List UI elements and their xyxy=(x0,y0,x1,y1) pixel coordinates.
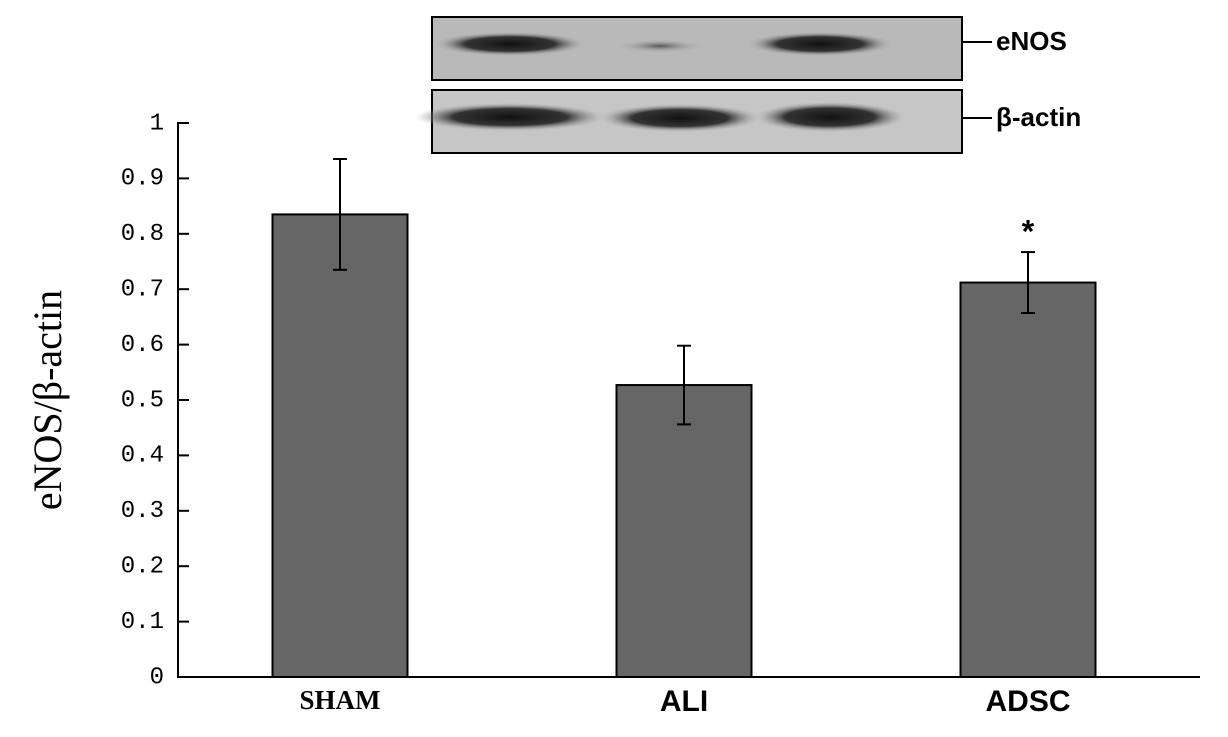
blot-band xyxy=(415,103,605,131)
blot-band xyxy=(435,32,585,56)
bar xyxy=(959,281,1097,678)
x-tick-label: ALI xyxy=(660,685,708,718)
y-tick-label: 0.4 xyxy=(121,443,164,470)
y-tick-label: 0.6 xyxy=(121,332,164,359)
y-tick-label: 0.3 xyxy=(121,498,164,525)
y-axis-label: eNOS/β-actin xyxy=(25,290,70,510)
x-tick-label: ADSC xyxy=(985,685,1070,718)
blot-band xyxy=(615,39,705,53)
bar xyxy=(271,213,409,678)
bar xyxy=(615,384,753,678)
blot-band xyxy=(755,102,905,132)
blot-label: β-actin xyxy=(996,102,1081,132)
significance-marker: * xyxy=(1022,214,1035,250)
y-tick-label: 0.5 xyxy=(121,387,164,414)
y-tick-label: 0.1 xyxy=(121,609,164,636)
y-tick-label: 0.9 xyxy=(121,166,164,193)
blot-band xyxy=(748,32,892,56)
x-tick-label: SHAM xyxy=(300,685,381,715)
y-tick-label: 0 xyxy=(150,664,164,691)
y-tick-label: 1 xyxy=(150,110,164,137)
y-tick-label: 0.7 xyxy=(121,277,164,304)
y-tick-label: 0.8 xyxy=(121,221,164,248)
blot-band xyxy=(600,104,760,132)
y-tick-label: 0.2 xyxy=(121,554,164,581)
western-blot: eNOS β-actin xyxy=(415,16,1081,154)
blot-label: eNOS xyxy=(996,26,1067,56)
